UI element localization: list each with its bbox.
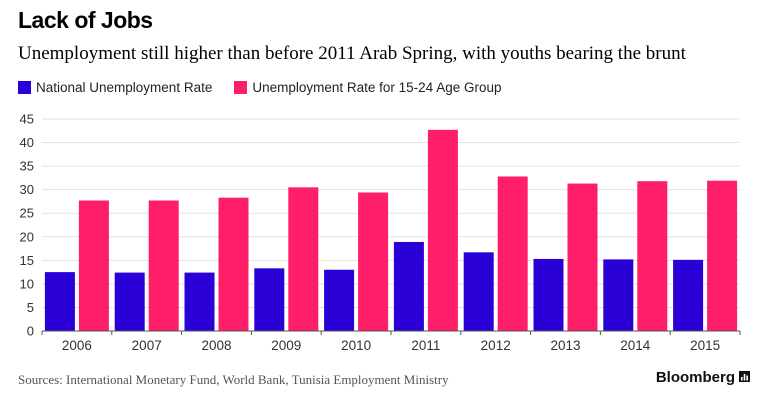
x-tick-label-2007: 2007 xyxy=(132,338,162,353)
y-tick-label: 10 xyxy=(20,276,34,291)
y-tick-label: 20 xyxy=(20,229,34,244)
brand-name: Bloomberg xyxy=(655,369,735,386)
bar-youth-2008 xyxy=(218,197,249,331)
bar-youth-2011 xyxy=(427,129,458,331)
y-tick-label: 15 xyxy=(20,253,34,268)
x-tick-label-2010: 2010 xyxy=(341,338,371,353)
bar-youth-2014 xyxy=(637,181,668,331)
bar-youth-2013 xyxy=(567,183,598,331)
x-tick-label-2012: 2012 xyxy=(481,338,511,353)
y-axis: 0 5 10 15 20 25 30 35 40 45 xyxy=(20,112,34,339)
chart-subtitle: Unemployment still higher than before 20… xyxy=(18,43,686,64)
x-axis: 2006 2007 2008 2009 2010 2011 2012 2013 2014 2015 xyxy=(41,330,741,353)
bar-national-2015 xyxy=(673,259,704,331)
grid-layer xyxy=(42,118,740,308)
bar-youth-2012 xyxy=(497,176,528,331)
bar-national-2011 xyxy=(393,241,424,331)
y-tick-label: 30 xyxy=(20,182,34,197)
bar-national-2012 xyxy=(463,252,494,331)
brand-logo: Bloomberg xyxy=(656,369,750,386)
x-tick-label-2015: 2015 xyxy=(690,338,720,353)
bar-youth-2009 xyxy=(288,187,319,331)
x-tick-label-2006: 2006 xyxy=(62,338,92,353)
bar-chart-icon xyxy=(739,369,750,386)
bar-youth-2007 xyxy=(148,200,179,331)
x-tick-label-2014: 2014 xyxy=(620,338,651,353)
x-tick-label-2009: 2009 xyxy=(271,338,301,353)
bar-national-2010 xyxy=(324,269,355,331)
legend-swatch-national xyxy=(18,80,31,94)
x-tick-label-2008: 2008 xyxy=(201,338,231,353)
bar-national-2006 xyxy=(44,272,75,331)
legend-label-youth: Unemployment Rate for 15-24 Age Group xyxy=(252,79,502,95)
bar-national-2009 xyxy=(254,268,285,331)
bar-youth-2006 xyxy=(78,200,109,331)
x-tick-label-2011: 2011 xyxy=(411,338,440,353)
legend-item-youth: Unemployment Rate for 15-24 Age Group xyxy=(234,80,501,95)
x-tick-label-2013: 2013 xyxy=(550,338,580,353)
y-tick-label: 45 xyxy=(20,112,34,127)
legend-swatch-youth xyxy=(234,80,248,94)
y-tick-label: 25 xyxy=(20,206,34,221)
y-tick-label: 40 xyxy=(20,135,34,150)
y-tick-label: 5 xyxy=(27,300,34,315)
bar-youth-2010 xyxy=(358,192,389,331)
legend-label-national: National Unemployment Rate xyxy=(36,79,213,95)
bar-youth-2015 xyxy=(707,180,738,331)
y-tick-label: 35 xyxy=(20,159,34,174)
bar-national-2008 xyxy=(184,272,215,331)
legend: National Unemployment Rate Unemployment … xyxy=(18,79,523,95)
source-note: Sources: International Monetary Fund, Wo… xyxy=(18,372,449,387)
chart-title: Lack of Jobs xyxy=(18,7,153,33)
bar-national-2014 xyxy=(603,259,634,331)
bar-national-2013 xyxy=(533,258,564,331)
legend-item-national: National Unemployment Rate xyxy=(18,80,212,95)
bar-national-2007 xyxy=(114,272,145,331)
bars xyxy=(44,129,738,331)
y-tick-label: 0 xyxy=(27,324,34,339)
